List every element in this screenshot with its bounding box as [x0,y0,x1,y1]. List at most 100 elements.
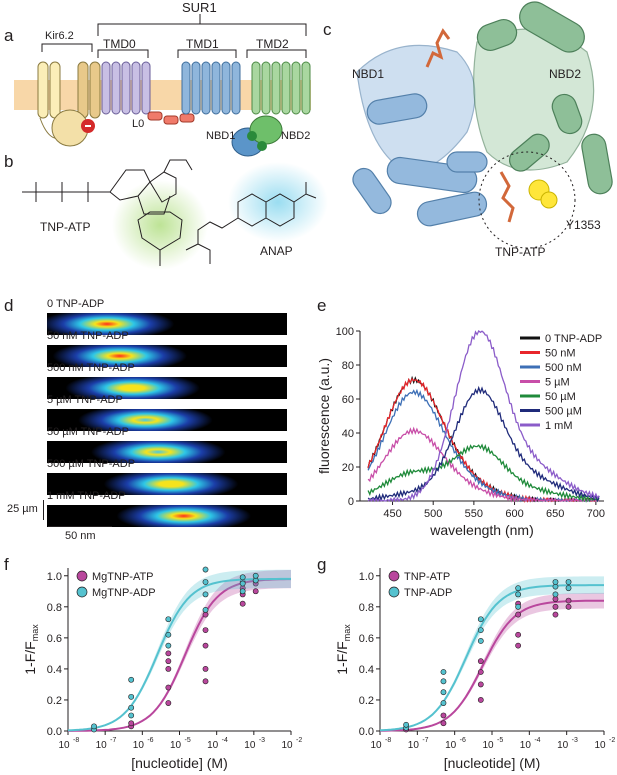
x-tick-exponent: -6 [147,737,153,744]
data-point [252,588,259,595]
data-point [403,721,410,728]
panel-f-letter: f [4,555,9,574]
data-point [565,585,572,592]
legend-marker [76,570,88,582]
atp-ligand-sticks [425,28,515,223]
data-point [565,579,572,585]
y-tick-label: 0.2 [359,695,374,707]
legend-label: 500 µM [545,406,582,418]
x-tick-label: 500 [424,508,442,520]
data-point [91,723,97,730]
x-tick-label: 10 [281,740,293,751]
data-point [165,700,172,706]
data-point [239,574,246,581]
spectrum-line [367,426,600,503]
spectral-strip [47,345,287,367]
data-point [515,611,522,618]
label-c-nbd2: NBD2 [549,67,582,81]
data-point [165,642,172,649]
x-tick-label: 10 [482,740,494,751]
legend-label: MgTNP-ATP [92,571,154,583]
panel-d-letter: d [4,296,14,315]
nbd-site2-icon [257,141,267,151]
data-point [252,572,259,579]
y-axis-label: fluorescence (a.u.) [316,358,332,474]
spectral-strip [47,441,287,463]
tmd-brackets [97,49,307,58]
data-point [477,658,484,665]
anap-structure [185,182,317,264]
data-point [515,631,522,638]
fit-confidence-band [68,570,291,731]
legend-marker [388,586,400,598]
x-tick-exponent: -2 [296,737,302,744]
data-point [565,597,572,604]
label-tmd2: TMD2 [256,37,289,51]
sur1-bracket [97,14,307,36]
data-point [552,603,559,610]
data-point [477,638,484,644]
spectrum-line [367,329,600,503]
y-tick-label: 0.0 [359,726,374,738]
y-tick-label: 20 [342,462,354,474]
data-point [440,700,447,706]
data-point [515,585,522,592]
data-point [477,669,484,675]
nbd1-cartoon [352,44,488,227]
scalebar-y-label: 25 µm [7,503,38,515]
strip-label: 500 µM TNP-ADP [47,458,136,470]
data-point [440,720,447,727]
data-point [477,616,484,623]
x-tick-exponent: -4 [534,737,540,744]
data-point [565,603,572,610]
label-c-nbd1: NBD1 [352,67,385,81]
x-tick-exponent: -8 [73,737,79,744]
y-tick-label: 0 [348,496,354,508]
strip-label: 500 nM TNP-ADP [47,362,135,374]
spectral-strip [47,377,287,399]
x-tick-exponent: -5 [185,737,191,744]
x-tick-label: 10 [58,740,70,751]
label-kir62: Kir6.2 [45,30,74,42]
data-point [202,566,209,573]
data-point [165,650,172,657]
data-point [165,658,172,665]
nbd2-cartoon [473,1,613,195]
panel-g-letter: g [317,555,327,574]
scalebar-x [48,526,112,527]
data-point [239,600,246,607]
legend-label: 1 mM [545,420,573,432]
x-tick-exponent: -3 [259,737,265,744]
legend-label: 50 nM [545,348,576,360]
x-tick-exponent: -3 [572,737,578,744]
label-sur1: SUR1 [182,0,217,15]
x-axis-label: [nucleotide] (M) [131,755,227,771]
x-tick-label: 10 [594,740,606,751]
x-tick-label: 600 [505,508,523,520]
spectral-strip [47,505,287,527]
nbd-site1-icon [247,131,257,141]
data-point [128,720,135,727]
legend-label: MgTNP-ADP [92,587,156,599]
data-point [515,591,522,598]
l0-loop [147,111,195,125]
y-tick-label: 1.0 [47,571,62,583]
data-point [165,616,172,623]
anap-glow [228,162,328,242]
x-tick-label: 10 [408,740,420,751]
y-axis-label-sub: max [30,624,40,642]
x-axis-label: wavelength (nm) [429,522,534,538]
label-a-nbd1: NBD1 [206,130,236,142]
label-l0: L0 [132,118,145,130]
x-axis-label: [nucleotide] (M) [444,755,540,771]
fit-confidence-band [68,569,291,731]
spectrum-line [367,388,600,503]
label-anap: ANAP [260,244,293,258]
panel-c-letter: c [323,20,332,39]
data-point [440,669,447,675]
tmd2-helices [251,61,311,115]
x-tick-label: 10 [445,740,457,751]
x-tick-exponent: -5 [497,737,503,744]
